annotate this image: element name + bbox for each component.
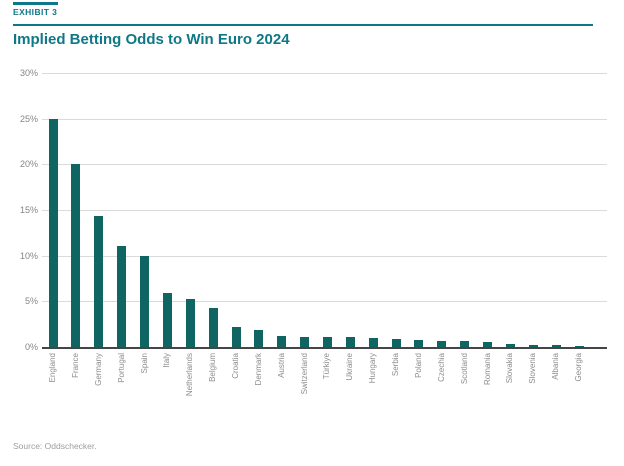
- chart-title: Implied Betting Odds to Win Euro 2024: [13, 31, 290, 48]
- bar-poland: [414, 339, 424, 347]
- gridline-5%: [42, 301, 607, 303]
- x-axis-label-portugal: Portugal: [116, 353, 126, 383]
- x-axis-label-hungary: Hungary: [368, 353, 378, 384]
- x-axis-label-netherlands: Netherlands: [185, 353, 195, 397]
- bar-türkiye: [322, 337, 332, 347]
- bar-england: [48, 118, 58, 347]
- x-axis-label-georgia: Georgia: [574, 353, 583, 382]
- gridline-10%: [42, 255, 607, 257]
- x-axis-label-italy: Italy: [162, 353, 172, 368]
- y-axis-tick-label: 25%: [19, 113, 38, 124]
- bar-belgium: [208, 307, 218, 347]
- gridline-15%: [42, 210, 607, 211]
- bar-france: [71, 164, 81, 347]
- x-axis-label-switzerland: Switzerland: [299, 353, 309, 395]
- x-axis-label-romania: Romania: [482, 353, 492, 386]
- bar-portugal: [117, 245, 127, 347]
- x-axis-label-germany: Germany: [93, 353, 103, 386]
- x-axis-label-albania: Albania: [551, 353, 561, 380]
- bar-czechia: [437, 340, 447, 347]
- bar-germany: [94, 216, 104, 347]
- gridline-20%: [42, 164, 607, 166]
- bar-spain: [140, 255, 149, 347]
- x-axis-label-türkiye: Türkiye: [322, 353, 332, 380]
- exhibit-label: EXHIBIT 3: [13, 7, 58, 17]
- bar-romania: [483, 342, 492, 347]
- bar-italy: [162, 293, 172, 347]
- x-axis-label-spain: Spain: [139, 353, 149, 374]
- bar-serbia: [391, 338, 401, 347]
- bar-ukraine: [345, 337, 355, 347]
- bar-denmark: [254, 329, 264, 347]
- bar-slovenia: [528, 344, 538, 347]
- y-axis-tick-label: 20%: [19, 159, 38, 170]
- bar-hungary: [368, 337, 378, 347]
- y-axis-tick-label: 0%: [24, 342, 38, 352]
- bar-switzerland: [300, 337, 310, 347]
- x-axis-label-serbia: Serbia: [391, 353, 400, 377]
- x-axis-label-croatia: Croatia: [231, 353, 240, 379]
- y-axis-tick-label: 10%: [19, 250, 38, 261]
- x-axis-label-belgium: Belgium: [208, 353, 218, 382]
- x-axis-label-czechia: Czechia: [436, 353, 446, 382]
- y-axis-tick-label: 5%: [24, 296, 38, 307]
- y-axis-tick-label: 30%: [19, 68, 38, 78]
- x-axis-label-poland: Poland: [413, 353, 423, 378]
- gridline-25%: [42, 118, 607, 120]
- x-axis-label-slovakia: Slovakia: [505, 353, 515, 384]
- y-axis-tick-label: 15%: [19, 205, 38, 215]
- x-axis-label-scotland: Scotland: [459, 353, 469, 385]
- x-axis-label-austria: Austria: [276, 353, 286, 378]
- exhibit-accent-rule: [13, 2, 58, 5]
- x-axis-label-denmark: Denmark: [253, 353, 263, 386]
- bar-georgia: [574, 345, 584, 347]
- x-axis-label-ukraine: Ukraine: [345, 353, 355, 381]
- bar-austria: [277, 336, 287, 347]
- bar-slovakia: [505, 344, 515, 347]
- gridline-30%: [42, 73, 607, 74]
- x-axis-label-france: France: [70, 353, 80, 378]
- bar-albania: [551, 345, 561, 347]
- bar-scotland: [460, 341, 470, 347]
- x-axis-label-slovenia: Slovenia: [528, 353, 538, 384]
- header-divider-rule: [13, 24, 593, 26]
- bar-croatia: [231, 326, 241, 347]
- x-axis-line: [42, 347, 607, 349]
- bar-netherlands: [185, 298, 195, 347]
- x-axis-label-england: England: [48, 353, 57, 383]
- source-note: Source: Oddschecker.: [13, 441, 97, 451]
